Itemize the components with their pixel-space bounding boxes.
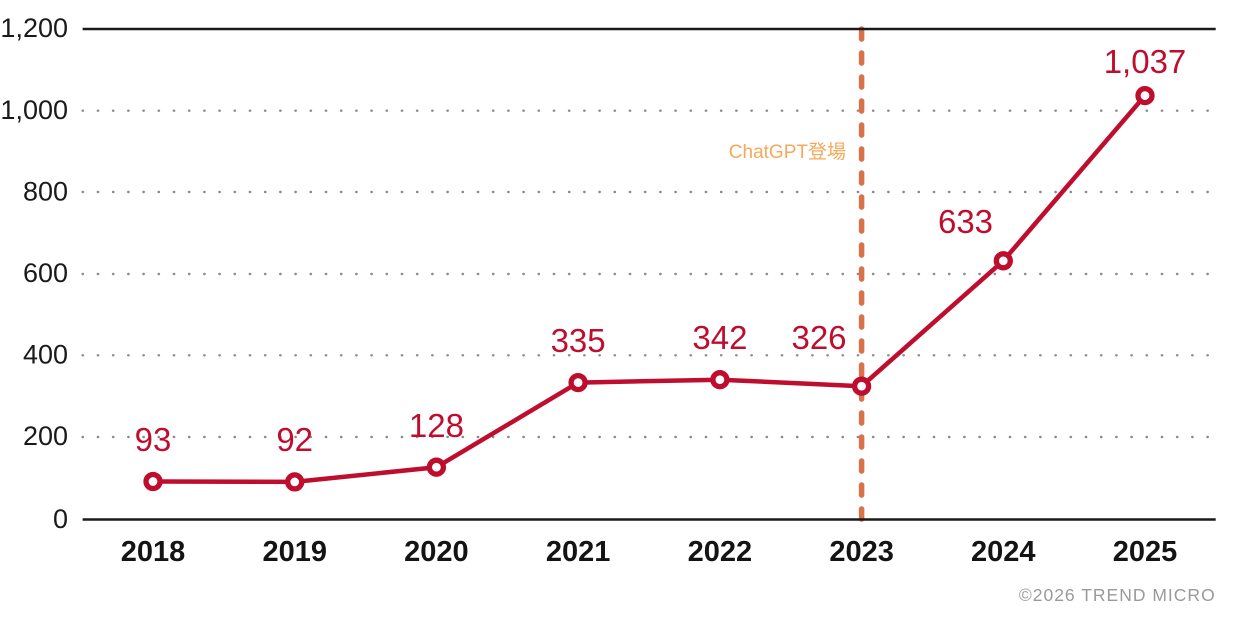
- svg-text:93: 93: [135, 421, 172, 458]
- svg-text:1,037: 1,037: [1104, 43, 1187, 80]
- svg-text:326: 326: [791, 319, 846, 356]
- svg-text:2021: 2021: [546, 536, 611, 568]
- svg-text:2022: 2022: [688, 536, 753, 568]
- svg-text:1,200: 1,200: [0, 13, 68, 43]
- svg-text:600: 600: [23, 258, 68, 288]
- svg-text:ChatGPT登場: ChatGPT登場: [729, 141, 846, 163]
- svg-text:335: 335: [551, 322, 606, 359]
- svg-text:128: 128: [409, 407, 464, 444]
- svg-text:2020: 2020: [404, 536, 469, 568]
- svg-text:342: 342: [692, 319, 747, 356]
- svg-text:1,000: 1,000: [0, 95, 68, 125]
- svg-text:2024: 2024: [971, 536, 1036, 568]
- svg-text:92: 92: [276, 421, 313, 458]
- svg-text:2019: 2019: [262, 536, 327, 568]
- svg-text:©2026 TREND MICRO: ©2026 TREND MICRO: [1019, 585, 1216, 605]
- svg-text:2023: 2023: [829, 536, 894, 568]
- svg-text:633: 633: [938, 203, 993, 240]
- svg-text:2018: 2018: [121, 536, 186, 568]
- svg-text:2025: 2025: [1113, 536, 1178, 568]
- svg-text:0: 0: [53, 504, 68, 534]
- svg-text:200: 200: [23, 421, 68, 451]
- svg-text:800: 800: [23, 177, 68, 207]
- svg-text:400: 400: [23, 340, 68, 370]
